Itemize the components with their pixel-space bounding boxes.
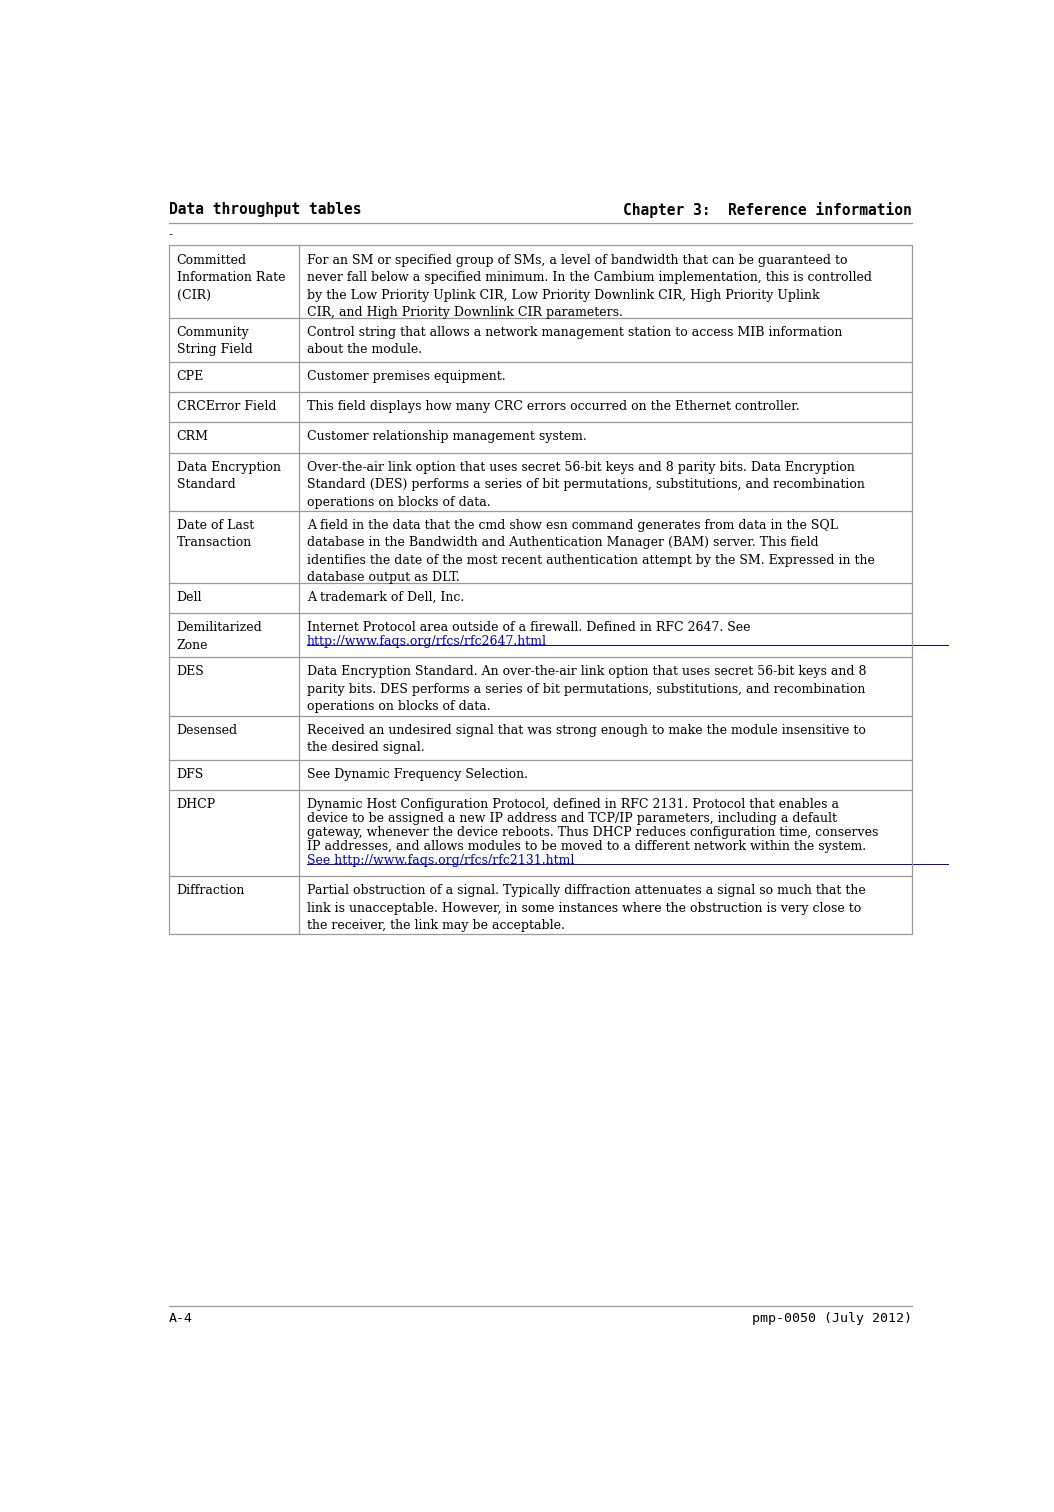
Text: DES: DES	[177, 665, 204, 679]
Text: device to be assigned a new IP address and TCP/IP parameters, including a defaul: device to be assigned a new IP address a…	[307, 812, 837, 826]
Text: gateway, whenever the device reboots. Thus DHCP reduces configuration time, cons: gateway, whenever the device reboots. Th…	[307, 826, 878, 839]
Text: CRCError Field: CRCError Field	[177, 401, 276, 413]
Text: A trademark of Dell, Inc.: A trademark of Dell, Inc.	[307, 591, 464, 603]
Text: Dell: Dell	[177, 591, 202, 603]
Text: Internet Protocol area outside of a firewall. Defined in RFC 2647. See: Internet Protocol area outside of a fire…	[307, 621, 750, 634]
Text: Committed
Information Rate
(CIR): Committed Information Rate (CIR)	[177, 254, 286, 301]
Text: DFS: DFS	[177, 768, 203, 780]
Text: For an SM or specified group of SMs, a level of bandwidth that can be guaranteed: For an SM or specified group of SMs, a l…	[307, 254, 872, 319]
Text: Over-the-air link option that uses secret 56-bit keys and 8 parity bits. Data En: Over-the-air link option that uses secre…	[307, 461, 864, 508]
Text: http://www.faqs.org/rfcs/rfc2647.html: http://www.faqs.org/rfcs/rfc2647.html	[307, 635, 547, 649]
Text: Data Encryption
Standard: Data Encryption Standard	[177, 461, 280, 491]
Text: -: -	[169, 228, 173, 240]
Text: CRM: CRM	[177, 431, 209, 443]
Text: Data throughput tables: Data throughput tables	[169, 203, 362, 218]
Text: Desensed: Desensed	[177, 724, 238, 736]
Text: Customer premises equipment.: Customer premises equipment.	[307, 370, 505, 383]
Text: A-4: A-4	[169, 1312, 193, 1325]
Text: Dynamic Host Configuration Protocol, defined in RFC 2131. Protocol that enables : Dynamic Host Configuration Protocol, def…	[307, 798, 839, 810]
Text: Received an undesired signal that was strong enough to make the module insensiti: Received an undesired signal that was st…	[307, 724, 865, 754]
Text: Customer relationship management system.: Customer relationship management system.	[307, 431, 586, 443]
Text: CPE: CPE	[177, 370, 203, 383]
Text: pmp-0050 (July 2012): pmp-0050 (July 2012)	[752, 1312, 912, 1325]
Text: A field in the data that the cmd show esn command generates from data in the SQL: A field in the data that the cmd show es…	[307, 519, 875, 585]
Text: Data Encryption Standard. An over-the-air link option that uses secret 56-bit ke: Data Encryption Standard. An over-the-ai…	[307, 665, 866, 714]
Text: See Dynamic Frequency Selection.: See Dynamic Frequency Selection.	[307, 768, 528, 780]
Text: Diffraction: Diffraction	[177, 885, 245, 897]
Text: Control string that allows a network management station to access MIB informatio: Control string that allows a network man…	[307, 325, 842, 357]
Text: Demilitarized
Zone: Demilitarized Zone	[177, 621, 262, 652]
Text: IP addresses, and allows modules to be moved to a different network within the s: IP addresses, and allows modules to be m…	[307, 841, 866, 853]
Text: Partial obstruction of a signal. Typically diffraction attenuates a signal so mu: Partial obstruction of a signal. Typical…	[307, 885, 865, 933]
Text: This field displays how many CRC errors occurred on the Ethernet controller.: This field displays how many CRC errors …	[307, 401, 800, 413]
Text: See http://www.faqs.org/rfcs/rfc2131.html: See http://www.faqs.org/rfcs/rfc2131.htm…	[307, 854, 574, 866]
Text: DHCP: DHCP	[177, 798, 216, 810]
Text: Chapter 3:  Reference information: Chapter 3: Reference information	[623, 203, 912, 218]
Text: Community
String Field: Community String Field	[177, 325, 252, 357]
Text: Date of Last
Transaction: Date of Last Transaction	[177, 519, 254, 549]
